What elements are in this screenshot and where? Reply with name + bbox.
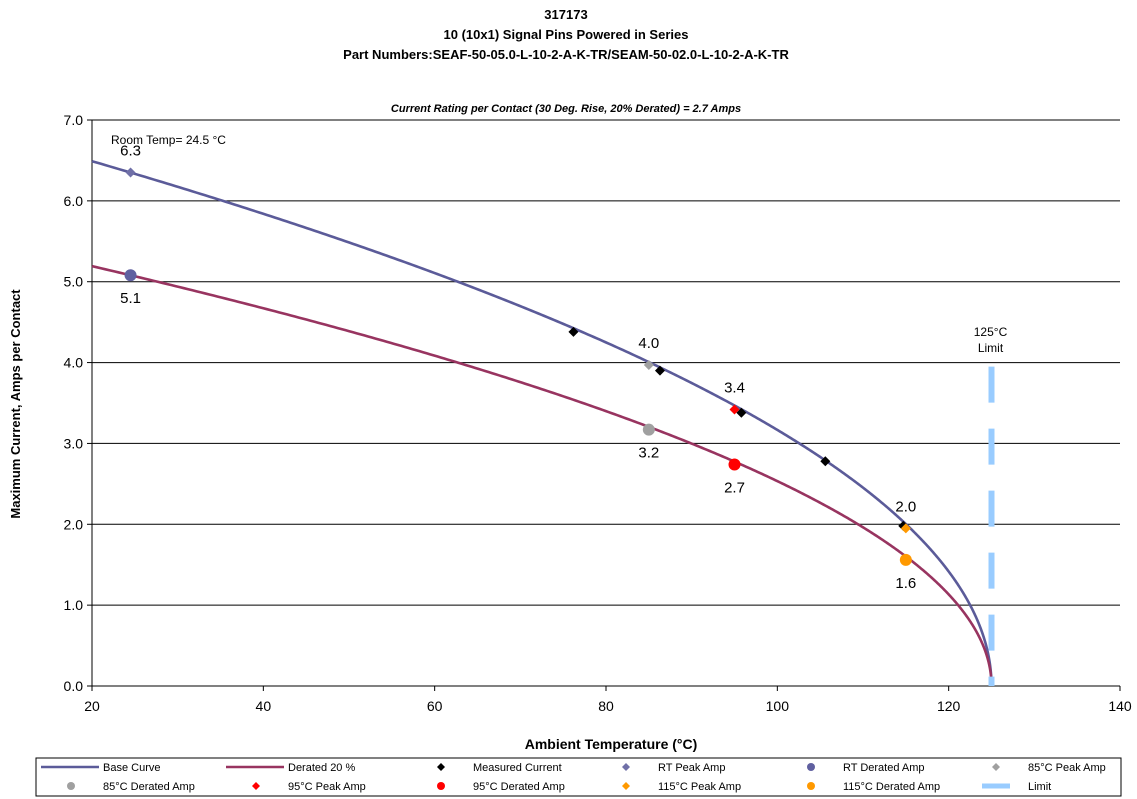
series-base-curve-line	[91, 159, 993, 687]
legend-swatch-diamond	[622, 763, 630, 771]
limit-label-line: 125°C	[974, 325, 1008, 339]
marker-layer	[124, 167, 912, 566]
y-tick-label: 5.0	[64, 274, 84, 290]
y-tick-label: 0.0	[64, 678, 84, 694]
x-tick-label: 20	[84, 698, 100, 714]
y-tick-label: 4.0	[64, 355, 84, 371]
x-tick-label: 40	[256, 698, 272, 714]
legend-label: 115°C Peak Amp	[658, 781, 741, 793]
data-label: 2.0	[895, 498, 916, 515]
point-circle	[124, 269, 137, 282]
legend-swatch-circle	[807, 763, 815, 771]
y-axis-label: Maximum Current, Amps per Contact	[8, 289, 23, 519]
legend: Base Curve Derated 20 % Measured Current RT…	[35, 757, 1122, 797]
point-diamond	[654, 365, 665, 376]
data-label-layer: 6.3 5.1 4.0 3.2 3.4 2.7 2.0 1.6	[120, 143, 916, 592]
x-tick-label: 120	[937, 698, 961, 714]
data-label: 1.6	[895, 575, 916, 592]
x-axis-label: Ambient Temperature (°C)	[525, 736, 698, 752]
legend-label: 95°C Derated Amp	[473, 781, 565, 793]
chart-title-line: 10 (10x1) Signal Pins Powered in Series	[444, 27, 689, 42]
data-label: 3.2	[638, 445, 659, 462]
x-tick-label: 100	[766, 698, 790, 714]
chart-title-group: 317173 10 (10x1) Signal Pins Powered in S…	[343, 7, 789, 62]
gridlines	[92, 119, 1120, 606]
tick-labels: 0.0 1.0 2.0 3.0 4.0 5.0 6.0 7.0 20 40 60 80 100 120 14…	[64, 112, 1132, 714]
legend-swatch-diamond	[622, 782, 630, 790]
data-label: 6.3	[120, 143, 141, 160]
point-diamond	[125, 167, 136, 178]
point-diamond	[643, 359, 654, 370]
limit-annotation: 125°C Limit	[974, 325, 1008, 355]
chart-title-line: Part Numbers:SEAF-50-05.0-L-10-2-A-K-TR/…	[343, 47, 789, 62]
chart-subtitle: Current Rating per Contact (30 Deg. Rise…	[391, 103, 741, 115]
legend-swatch-diamond	[992, 763, 1000, 771]
point-circle	[642, 423, 655, 436]
legend-label: RT Peak Amp	[658, 762, 725, 774]
legend-label: 85°C Peak Amp	[1028, 762, 1106, 774]
room-temp-annotation: Room Temp= 24.5 °C	[111, 133, 226, 147]
point-diamond	[736, 407, 747, 418]
point-circle	[899, 553, 912, 566]
x-tick-label: 140	[1108, 698, 1132, 714]
point-diamond	[568, 326, 579, 337]
legend-label: Limit	[1028, 781, 1051, 793]
y-tick-label: 6.0	[64, 193, 84, 209]
limit-label-line: Limit	[978, 341, 1004, 355]
legend-swatch-diamond	[252, 782, 260, 790]
legend-label: Base Curve	[103, 762, 160, 774]
data-label: 5.1	[120, 290, 141, 307]
series-layer	[91, 159, 995, 687]
y-tick-label: 1.0	[64, 597, 84, 613]
legend-box	[35, 757, 1122, 797]
data-label: 2.7	[724, 479, 745, 496]
x-tick-label: 60	[427, 698, 443, 714]
y-tick-label: 3.0	[64, 435, 84, 451]
data-label: 3.4	[724, 379, 745, 396]
point-diamond	[900, 523, 911, 534]
legend-swatch-circle	[67, 782, 75, 790]
axes	[87, 119, 1121, 691]
legend-swatch-circle	[437, 782, 445, 790]
legend-label: 115°C Derated Amp	[843, 781, 940, 793]
legend-label: Derated 20 %	[288, 762, 355, 774]
legend-label: Measured Current	[473, 762, 562, 774]
legend-swatch-diamond	[437, 763, 445, 771]
y-tick-label: 2.0	[64, 516, 84, 532]
chart-title-line: 317173	[544, 7, 587, 22]
legend-label: 95°C Peak Amp	[288, 781, 366, 793]
point-diamond	[820, 456, 831, 467]
legend-swatch-circle	[807, 782, 815, 790]
x-tick-label: 80	[598, 698, 614, 714]
point-diamond	[729, 404, 740, 415]
series-derated-20--line	[91, 264, 993, 687]
y-tick-label: 7.0	[64, 112, 84, 128]
point-circle	[728, 458, 741, 471]
legend-label: RT Derated Amp	[843, 762, 925, 774]
data-label: 4.0	[638, 335, 659, 352]
legend-label: 85°C Derated Amp	[103, 781, 195, 793]
